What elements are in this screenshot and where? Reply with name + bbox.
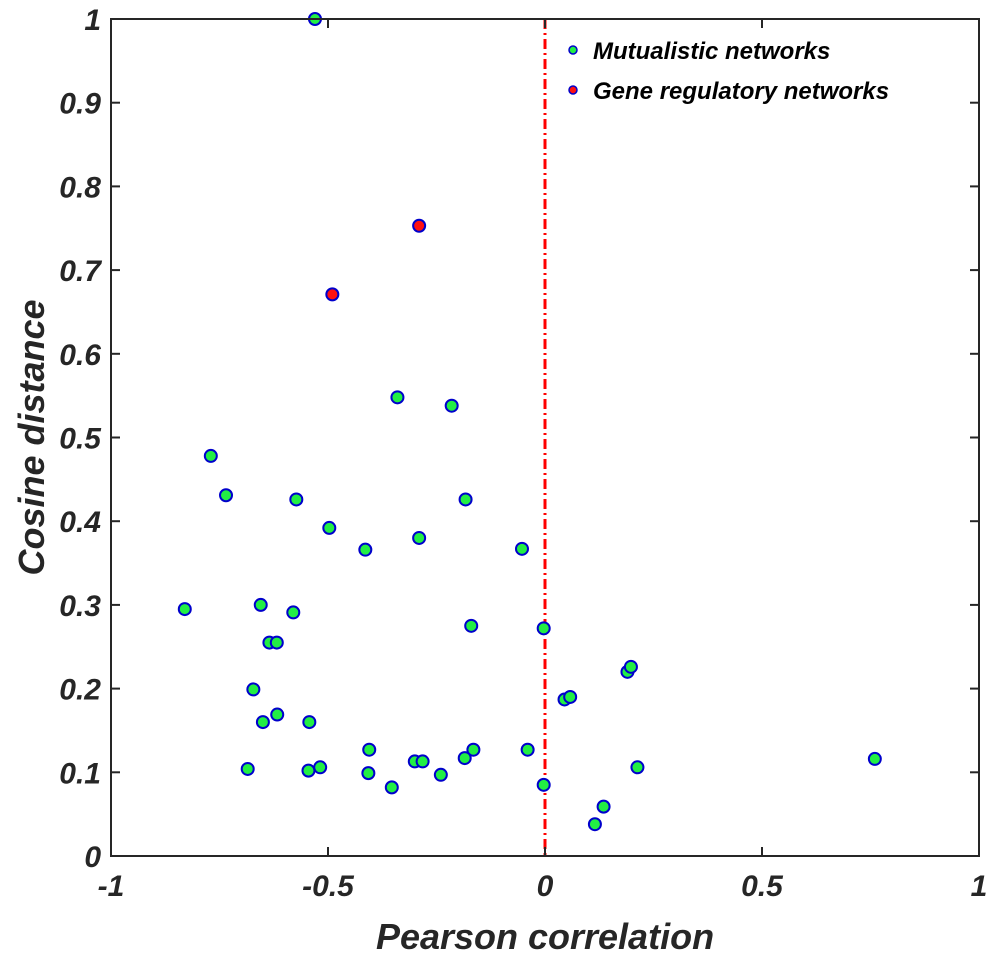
y-tick-label: 0.7 [59,255,102,288]
data-point [536,777,551,792]
y-tick-label: 0.3 [59,590,101,623]
legend-label: Mutualistic networks [593,38,830,65]
data-point [536,621,551,636]
data-point [289,492,304,507]
y-axis-title: Cosine distance [11,299,52,575]
data-point [587,817,602,832]
data-point [415,754,430,769]
data-point [269,635,284,650]
data-point [301,763,316,778]
data-point [630,760,645,775]
data-point [313,760,328,775]
data-point [390,390,405,405]
data-point [270,707,285,722]
data-point [240,761,255,776]
legend-label: Gene regulatory networks [593,78,889,105]
y-tick-label: 0.5 [59,423,102,456]
y-tick-label: 0.8 [59,171,101,204]
legend: Mutualistic networks Gene regulatory netw… [568,38,889,105]
data-point [325,287,340,302]
data-point [457,751,472,766]
data-point [253,597,268,612]
data-point [384,780,399,795]
data-point [596,799,611,814]
data-point [302,715,317,730]
data-point [466,742,481,757]
data-point [412,218,427,233]
data-point [177,602,192,617]
data-point [520,742,535,757]
y-tick-label: 0.1 [59,757,101,790]
series-mutualistic [177,12,882,832]
data-point [623,659,638,674]
data-point [362,742,377,757]
data-points-layer [177,12,882,832]
x-tick-label: 0 [537,870,554,903]
data-point [203,448,218,463]
y-tick-label: 0.4 [59,506,101,539]
data-point [444,398,459,413]
data-point [286,605,301,620]
series-gene-regulatory [325,218,427,302]
x-tick-label: -1 [98,870,125,903]
y-tick-label: 1 [84,4,101,37]
legend-marker [568,85,578,95]
data-point [412,530,427,545]
x-tick-label: -0.5 [302,870,355,903]
data-point [464,618,479,633]
data-point [255,715,270,730]
x-tick-label: 0.5 [741,870,784,903]
data-point [358,542,373,557]
y-tick-label: 0 [84,841,101,874]
data-point [246,682,261,697]
y-tick-label: 0.9 [59,88,101,121]
data-point [219,488,234,503]
data-point [433,767,448,782]
x-axis-title: Pearson correlation [376,916,714,956]
data-point [361,766,376,781]
data-point [458,492,473,507]
legend-marker [568,45,578,55]
data-point [322,520,337,535]
data-point [563,689,578,704]
data-point [514,541,529,556]
axis-ticks-layer: -1 -0.5 0 0.5 1 0 0.1 0.2 0.3 0.4 0.5 0.6 0.7 0.8 0.9 1 [59,4,987,903]
y-tick-label: 0.6 [59,339,101,372]
x-tick-label: 1 [971,870,988,903]
data-point [867,751,882,766]
y-tick-label: 0.2 [59,674,101,707]
